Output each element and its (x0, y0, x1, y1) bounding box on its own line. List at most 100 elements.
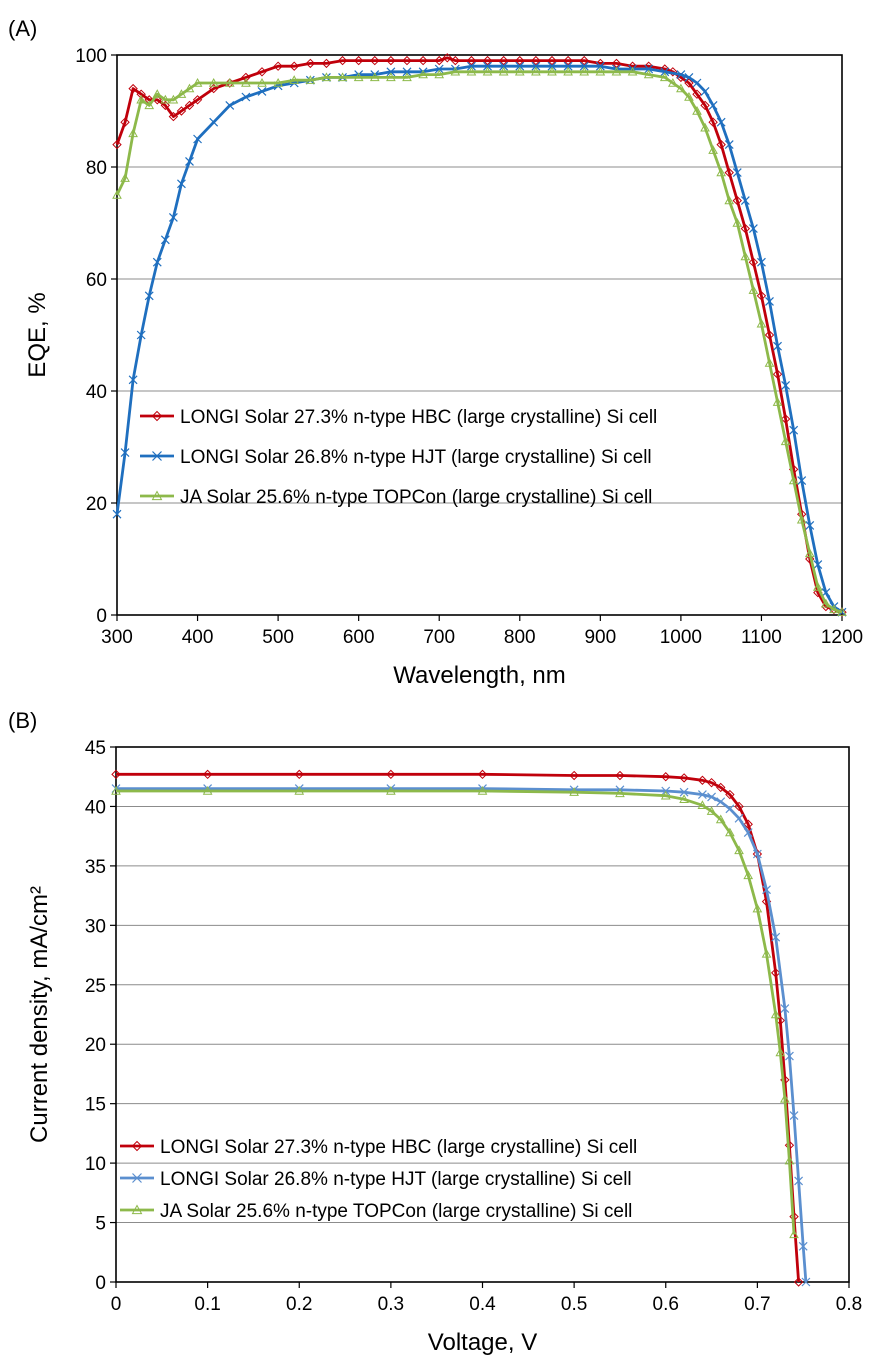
data-point-marker (466, 66, 477, 76)
data-point-marker (692, 105, 702, 115)
data-point-marker (780, 1093, 790, 1103)
series-line (116, 789, 796, 1235)
y-tick-label: 40 (86, 382, 107, 403)
data-point-marker (241, 77, 251, 87)
data-point-marker (128, 128, 138, 138)
x-axis-title: Wavelength, nm (393, 662, 566, 689)
data-point-marker (829, 604, 839, 614)
data-point-marker (762, 885, 771, 895)
data-point-marker (748, 285, 759, 294)
data-point-marker (579, 66, 590, 76)
data-point-marker (369, 72, 380, 82)
data-point-marker (160, 94, 171, 104)
data-point-marker (531, 55, 541, 66)
y-axis-title: EQE, % (24, 292, 51, 377)
data-point-marker (483, 61, 492, 71)
data-point-marker (716, 797, 726, 807)
data-point-marker (289, 75, 300, 84)
legend-entry: LONGI Solar 27.3% n-type HBC (large crys… (160, 1137, 637, 1158)
data-point-marker (812, 581, 823, 591)
x-tick-label: 0.5 (561, 1294, 587, 1315)
data-point-marker (784, 1155, 795, 1165)
data-point-marker (615, 788, 625, 798)
x-tick-label: 800 (504, 627, 536, 648)
data-point-marker (418, 69, 428, 79)
chart-b-jv: (B) 0 5 10 15 20 25 30 35 40 45 0 0.1 0.2 0.3 0.4 0.5 0.6… (8, 708, 862, 1356)
data-point-marker (765, 296, 774, 306)
data-point-marker (732, 217, 743, 227)
data-point-marker (659, 72, 670, 82)
data-point-marker (386, 55, 396, 66)
data-point-marker (193, 134, 202, 144)
y-tick-label: 20 (86, 494, 107, 515)
data-point-marker (734, 801, 744, 812)
data-point-marker (294, 769, 304, 780)
data-point-marker (111, 769, 121, 780)
x-tick-label: 0.6 (653, 1294, 679, 1315)
data-point-marker (611, 66, 622, 76)
data-point-marker (547, 66, 557, 76)
data-point-marker (273, 61, 283, 71)
data-point-marker (756, 318, 767, 328)
data-point-marker (515, 55, 525, 66)
data-point-marker (732, 168, 742, 178)
data-point-marker (821, 598, 831, 608)
data-point-marker (771, 932, 781, 942)
data-point-marker (764, 357, 775, 367)
y-tick-label: 25 (85, 976, 106, 997)
ticks: 0 20 40 60 80 100 300 400 500 600 700 800 900 1000 110… (75, 46, 863, 648)
data-point-marker (761, 948, 772, 958)
data-point-marker (450, 66, 461, 76)
data-point-marker (804, 548, 815, 558)
legend: LONGI Solar 27.3% n-type HBC (large crys… (140, 407, 657, 508)
data-point-marker (788, 475, 799, 485)
ticks: 0 5 10 15 20 25 30 35 40 45 0 0.1 0.2 0.3 0.4 0.5 0.6 0.7… (85, 738, 862, 1315)
data-point-marker (772, 397, 783, 406)
plot-frame (116, 54, 843, 616)
data-point-marker (780, 1004, 790, 1013)
data-point-marker (780, 436, 791, 446)
data-point-marker (752, 903, 763, 913)
data-point-marker (805, 520, 815, 530)
y-tick-label: 15 (85, 1095, 106, 1116)
data-point-marker (734, 813, 744, 823)
x-tick-label: 0.2 (286, 1294, 312, 1315)
data-point-marker (676, 70, 686, 80)
series-2 (112, 61, 847, 617)
data-point-marker (531, 61, 541, 71)
data-point-marker (434, 69, 445, 79)
data-point-marker (305, 58, 316, 69)
data-point-marker (499, 61, 509, 71)
y-axis-title: Current density, mA/cm² (26, 886, 53, 1143)
data-point-marker (708, 145, 718, 154)
data-point-marker (547, 61, 557, 71)
data-point-marker (679, 794, 689, 804)
chart-a-eqe: (A) 0 20 40 60 80 100 300 400 500 600 700 800 900 1000… (8, 16, 863, 689)
data-point-marker (202, 785, 213, 795)
data-point-marker (697, 775, 708, 785)
data-point-marker (192, 95, 203, 105)
x-tick-label: 1100 (741, 627, 782, 648)
y-tick-label: 100 (75, 46, 107, 67)
data-point-marker (160, 100, 171, 111)
data-point-marker (305, 75, 316, 84)
data-point-marker (152, 451, 162, 461)
data-point-marker (595, 61, 605, 71)
data-point-marker (563, 55, 573, 66)
data-point-marker (684, 91, 694, 101)
data-point-marker (112, 509, 122, 519)
data-point-marker (615, 770, 625, 781)
data-point-marker (684, 78, 694, 88)
data-point-marker (789, 1111, 799, 1120)
data-point-marker (706, 777, 717, 788)
data-point-marker (757, 257, 766, 267)
gridlines (117, 54, 842, 504)
y-tick-label: 40 (85, 797, 106, 818)
legend-entry: JA Solar 25.6% n-type TOPCon (large crys… (160, 1201, 632, 1222)
x-tick-label: 600 (343, 627, 375, 648)
data-point-marker (184, 100, 195, 111)
data-point-marker (773, 341, 782, 351)
data-point-marker (477, 769, 488, 780)
data-point-marker (151, 490, 163, 501)
data-point-marker (764, 330, 775, 340)
